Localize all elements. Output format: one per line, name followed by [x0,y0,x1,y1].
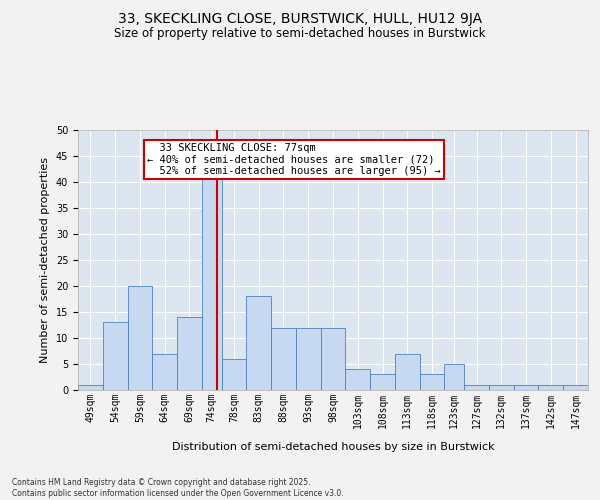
Bar [419,374,445,390]
Y-axis label: Number of semi-detached properties: Number of semi-detached properties [40,157,50,363]
Bar [78,385,103,390]
Bar [464,385,489,390]
Bar [221,359,247,390]
Bar [271,328,296,390]
Bar [489,385,514,390]
Bar [128,286,152,390]
Bar [563,385,588,390]
Bar [247,296,271,390]
Bar [177,317,202,390]
Bar [152,354,177,390]
Bar [346,369,370,390]
Bar [538,385,563,390]
Text: 33, SKECKLING CLOSE, BURSTWICK, HULL, HU12 9JA: 33, SKECKLING CLOSE, BURSTWICK, HULL, HU… [118,12,482,26]
Bar [103,322,128,390]
Bar [320,328,346,390]
Bar [296,328,320,390]
Text: Distribution of semi-detached houses by size in Burstwick: Distribution of semi-detached houses by … [172,442,494,452]
Bar [370,374,395,390]
Bar [514,385,538,390]
Bar [445,364,464,390]
Text: Contains HM Land Registry data © Crown copyright and database right 2025.
Contai: Contains HM Land Registry data © Crown c… [12,478,344,498]
Bar [202,172,221,390]
Text: 33 SKECKLING CLOSE: 77sqm
← 40% of semi-detached houses are smaller (72)
  52% o: 33 SKECKLING CLOSE: 77sqm ← 40% of semi-… [148,143,441,176]
Bar [395,354,419,390]
Text: Size of property relative to semi-detached houses in Burstwick: Size of property relative to semi-detach… [114,28,486,40]
